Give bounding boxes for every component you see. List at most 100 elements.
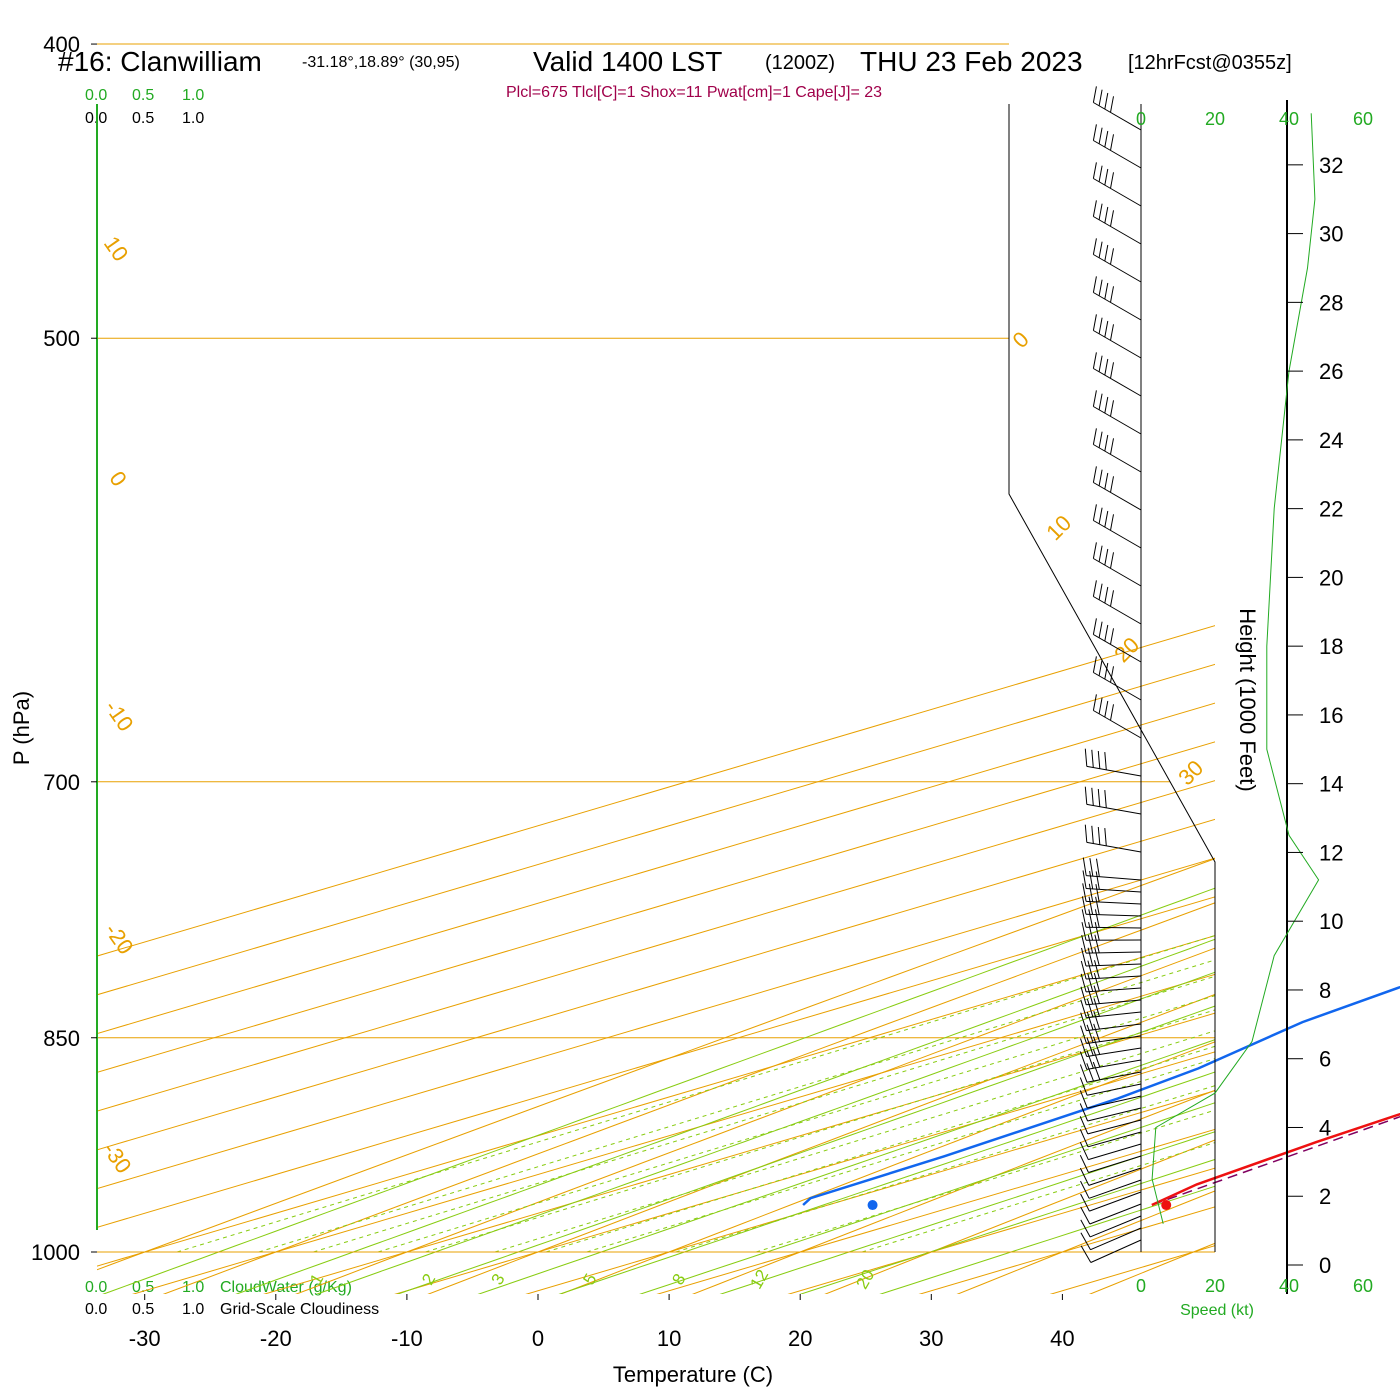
wind-barb-flag (1110, 552, 1114, 569)
wind-speed-line (1151, 113, 1320, 1224)
isotherm-line (918, 1206, 1215, 1294)
moist-adiabat-line (879, 1185, 1215, 1294)
wind-barb (1093, 368, 1142, 397)
wind-barb (1093, 254, 1142, 283)
wind-barb-flag (1104, 206, 1109, 224)
moist-adiabat-line (235, 938, 1215, 1294)
wind-barb-flag (1098, 355, 1103, 372)
wind-barb-flag (1080, 1232, 1091, 1250)
wind-barb-flag (1092, 428, 1097, 445)
wind-barb (1093, 140, 1142, 169)
wind-barb-flag (1104, 244, 1109, 262)
wind-barb (1093, 330, 1142, 359)
wind-barb-flag (1104, 168, 1109, 186)
wind-barb-flag (1080, 960, 1087, 980)
cloudwater-tick: 1.0 (182, 87, 204, 104)
wind-barb-flag (1084, 824, 1088, 843)
wind-barb-flag (1081, 947, 1087, 967)
dry-adiabat-line (691, 1089, 1215, 1294)
wind-barb-flag (1110, 514, 1114, 531)
wind-barb-flag (1080, 986, 1087, 1005)
parcel-path-line (1151, 1115, 1400, 1206)
wind-barb-flag (1092, 390, 1097, 407)
wind-barb-flag (1092, 618, 1097, 635)
wind-barb-flag (1086, 998, 1094, 1018)
wind-barb (1086, 1083, 1142, 1096)
wind-barb-flag (1092, 352, 1097, 369)
station-title: #16: Clanwilliam (58, 46, 262, 77)
mixing-ratio-line (313, 975, 1215, 1253)
dry-adiabat-lines (97, 858, 1215, 1294)
wind-barb-flag (1095, 884, 1100, 903)
wind-barb-flag (1087, 986, 1094, 1005)
wind-barb (1086, 900, 1142, 905)
wind-barb-flag (1080, 1025, 1087, 1044)
wind-barb-flag (1098, 127, 1103, 144)
wind-barb-flag (1093, 998, 1100, 1017)
wind-barb (1093, 102, 1142, 131)
wind-barb-flag (1093, 1036, 1101, 1055)
speed-tick-label: 20 (1205, 109, 1225, 129)
wind-barb-flag (1081, 934, 1087, 954)
wind-barb (1086, 841, 1142, 853)
wind-barb-flag (1079, 1154, 1089, 1173)
wind-barb (1090, 1239, 1142, 1263)
isotherm-line (263, 1012, 1215, 1294)
wind-barb (1088, 1155, 1142, 1173)
wind-barb-flag (1094, 921, 1100, 941)
wind-barb-flag (1092, 238, 1097, 255)
wind-barb-flag (1110, 248, 1114, 265)
wind-barb-flag (1079, 1167, 1090, 1186)
wind-barb-flag (1086, 1037, 1094, 1056)
wind-barb-flag (1080, 973, 1087, 993)
x-tick-label: -10 (391, 1326, 423, 1351)
wind-barb-flag (1098, 317, 1103, 334)
valid-time: Valid 1400 LST (533, 46, 722, 77)
temperature-line (1151, 1112, 1400, 1207)
y-tick-label: 1000 (31, 1240, 80, 1265)
wind-barb-flag (1098, 203, 1103, 220)
wind-barb (1093, 216, 1142, 245)
height-tick-label: 12 (1319, 840, 1343, 865)
mixing-ratio-line (176, 935, 1215, 1253)
wind-barb-flag (1092, 276, 1097, 293)
wind-barb-flag (1092, 200, 1097, 217)
height-tick-label: 28 (1319, 290, 1343, 315)
wind-barb (1087, 1095, 1142, 1109)
wind-barb (1088, 1143, 1142, 1161)
mixing-ratio-lines (176, 935, 1215, 1253)
sounding-profiles (802, 985, 1400, 1211)
wind-barb-flag (1092, 694, 1097, 711)
mixing-ratio-line (258, 959, 1215, 1253)
cloudwater-tick: 0.5 (132, 87, 154, 104)
wind-barb (1093, 406, 1142, 435)
wind-barb-flag (1086, 1024, 1094, 1043)
wind-barb-flag (1093, 985, 1100, 1004)
wind-barb (1086, 987, 1142, 993)
cloudwater-tick: 1.0 (182, 1279, 204, 1296)
wind-barb-flag (1110, 172, 1114, 189)
dry-adiabat-line (427, 993, 1215, 1294)
mixing-ratio-label: 3 (488, 1270, 509, 1288)
height-tick-label: 2 (1319, 1184, 1331, 1209)
speed-tick-label: 20 (1205, 1276, 1225, 1296)
wind-barb-flag (1092, 504, 1097, 521)
wind-barb-flag (1092, 1061, 1101, 1080)
isotherm-label: 30 (1173, 755, 1208, 790)
wind-barb-flag (1089, 870, 1094, 889)
wind-barb (1089, 1191, 1142, 1212)
wind-barb-flag (1088, 909, 1094, 928)
wind-barb-flag (1092, 86, 1097, 103)
height-tick-label: 18 (1319, 634, 1343, 659)
wind-barb-flag (1079, 1051, 1088, 1070)
wind-barb (1093, 558, 1142, 587)
wind-barb-flag (1094, 947, 1100, 966)
height-tick-label: 0 (1319, 1253, 1331, 1278)
cloudwater-scale-bottom: 0.0 0.5 1.0 CloudWater (g/Kg) 0.0 0.5 1.… (85, 1279, 379, 1318)
surface-dewpoint-point (867, 1200, 878, 1211)
wind-barb (1089, 1203, 1142, 1225)
height-tick-label: 16 (1319, 703, 1343, 728)
wind-barb-flag (1110, 210, 1114, 227)
wind-barb-flag (1104, 662, 1109, 680)
